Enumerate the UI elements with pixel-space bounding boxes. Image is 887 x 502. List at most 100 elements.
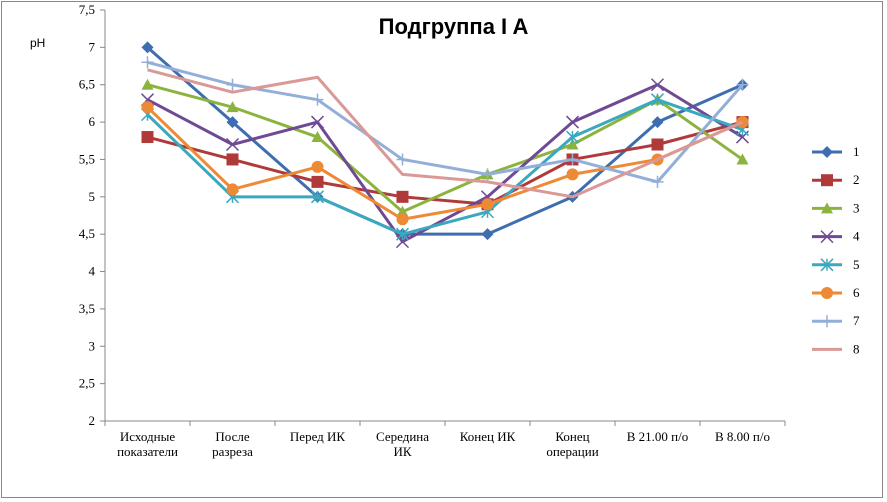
chart-title: Подгруппа I A bbox=[378, 14, 529, 39]
y-axis-label: pH bbox=[30, 36, 46, 50]
square-marker bbox=[141, 131, 154, 144]
x-category-line: Исходные bbox=[120, 429, 175, 444]
legend-label: 7 bbox=[853, 313, 860, 328]
plus-marker bbox=[226, 78, 239, 91]
legend-item-7: 7 bbox=[812, 313, 860, 328]
y-tick-label: 6 bbox=[89, 114, 96, 129]
x-marker bbox=[225, 137, 240, 152]
circle-marker bbox=[566, 168, 579, 181]
series-8 bbox=[147, 68, 744, 199]
y-tick-label: 3,5 bbox=[79, 301, 95, 316]
series-line bbox=[146, 106, 744, 221]
plus-marker bbox=[821, 315, 833, 328]
plus-marker bbox=[481, 168, 494, 181]
square-marker bbox=[396, 190, 409, 203]
x-category-line: После bbox=[215, 429, 249, 444]
x-category-line: Конец ИК bbox=[460, 429, 516, 444]
legend-item-3: 3 bbox=[812, 200, 860, 215]
triangle-marker bbox=[566, 138, 579, 150]
circle-marker bbox=[141, 101, 154, 114]
y-tick-label: 4,5 bbox=[79, 226, 95, 241]
diamond-marker bbox=[226, 116, 239, 129]
triangle-marker bbox=[226, 101, 239, 113]
star-marker bbox=[650, 93, 665, 107]
diamond-marker bbox=[821, 146, 833, 158]
legend-item-8: 8 bbox=[812, 341, 860, 356]
x-category-line: показатели bbox=[117, 444, 178, 459]
circle-marker bbox=[226, 183, 239, 196]
x-category-line: разреза bbox=[212, 444, 253, 459]
legend-label: 4 bbox=[853, 229, 860, 244]
series-line bbox=[146, 98, 743, 236]
y-tick-label: 5,5 bbox=[79, 151, 95, 166]
x-marker bbox=[310, 115, 325, 129]
x-category-line: операции bbox=[546, 444, 598, 459]
x-category-label: Перед ИК bbox=[290, 429, 346, 444]
triangle-marker bbox=[141, 78, 154, 90]
x-category-label: Середина ИК bbox=[376, 429, 429, 459]
x-marker bbox=[565, 115, 580, 129]
x-category-label: Конец ИК bbox=[460, 429, 516, 444]
x-category-line: Середина bbox=[376, 429, 429, 444]
star-marker bbox=[310, 190, 325, 204]
y-tick-label: 2 bbox=[89, 413, 96, 428]
x-category-line: ИК bbox=[393, 444, 411, 459]
x-category-line: Перед ИК bbox=[290, 429, 346, 444]
triangle-marker bbox=[821, 202, 833, 214]
triangle-marker bbox=[311, 131, 324, 143]
triangle-marker bbox=[396, 205, 409, 217]
x-category-line: В 8.00 п/о bbox=[715, 429, 770, 444]
x-category-label: После разреза bbox=[212, 429, 253, 459]
legend-label: 3 bbox=[853, 200, 860, 215]
y-tick-label: 6,5 bbox=[79, 77, 95, 92]
diamond-marker bbox=[481, 228, 494, 241]
legend-label: 8 bbox=[853, 341, 860, 356]
series-2 bbox=[141, 116, 749, 211]
y-tick-label: 4 bbox=[89, 264, 96, 279]
plus-marker bbox=[141, 56, 154, 69]
x-category-label: В 8.00 п/о bbox=[715, 429, 770, 444]
y-tick-label: 5 bbox=[89, 189, 96, 204]
legend-label: 2 bbox=[853, 172, 860, 187]
legend-item-6: 6 bbox=[812, 285, 860, 300]
series-line bbox=[147, 60, 744, 184]
plus-marker bbox=[566, 153, 579, 166]
legend-item-2: 2 bbox=[812, 172, 860, 187]
legend-item-5: 5 bbox=[812, 257, 860, 272]
star-marker bbox=[395, 227, 410, 241]
square-marker bbox=[651, 138, 664, 151]
y-tick-label: 7 bbox=[89, 39, 96, 54]
series-line bbox=[146, 46, 744, 236]
legend-label: 6 bbox=[853, 285, 860, 300]
plus-marker bbox=[311, 93, 324, 106]
y-tick-label: 7,5 bbox=[79, 2, 95, 17]
x-category-label: В 21.00 п/о bbox=[627, 429, 689, 444]
diamond-marker bbox=[651, 116, 664, 129]
x-marker bbox=[650, 78, 665, 92]
square-marker bbox=[311, 175, 324, 188]
series-line bbox=[147, 68, 744, 199]
y-tick-label: 2,5 bbox=[79, 376, 95, 391]
circle-marker bbox=[396, 213, 409, 226]
circle-marker bbox=[821, 287, 833, 299]
circle-marker bbox=[481, 198, 494, 211]
legend-label: 1 bbox=[853, 144, 860, 159]
legend-label: 5 bbox=[853, 257, 860, 272]
plus-marker bbox=[396, 153, 409, 166]
x-category-line: В 21.00 п/о bbox=[627, 429, 689, 444]
square-marker bbox=[821, 174, 833, 187]
plus-marker bbox=[736, 78, 749, 91]
legend-item-1: 1 bbox=[812, 144, 860, 159]
star-marker bbox=[820, 258, 834, 272]
plus-marker bbox=[651, 175, 664, 188]
circle-marker bbox=[311, 160, 324, 173]
series-line bbox=[146, 83, 744, 244]
series-7 bbox=[141, 56, 749, 188]
square-marker bbox=[226, 153, 239, 166]
x-category-line: Конец bbox=[555, 429, 589, 444]
diamond-marker bbox=[141, 41, 154, 54]
y-tick-label: 3 bbox=[89, 338, 96, 353]
x-category-label: Исходные показатели bbox=[117, 429, 178, 459]
